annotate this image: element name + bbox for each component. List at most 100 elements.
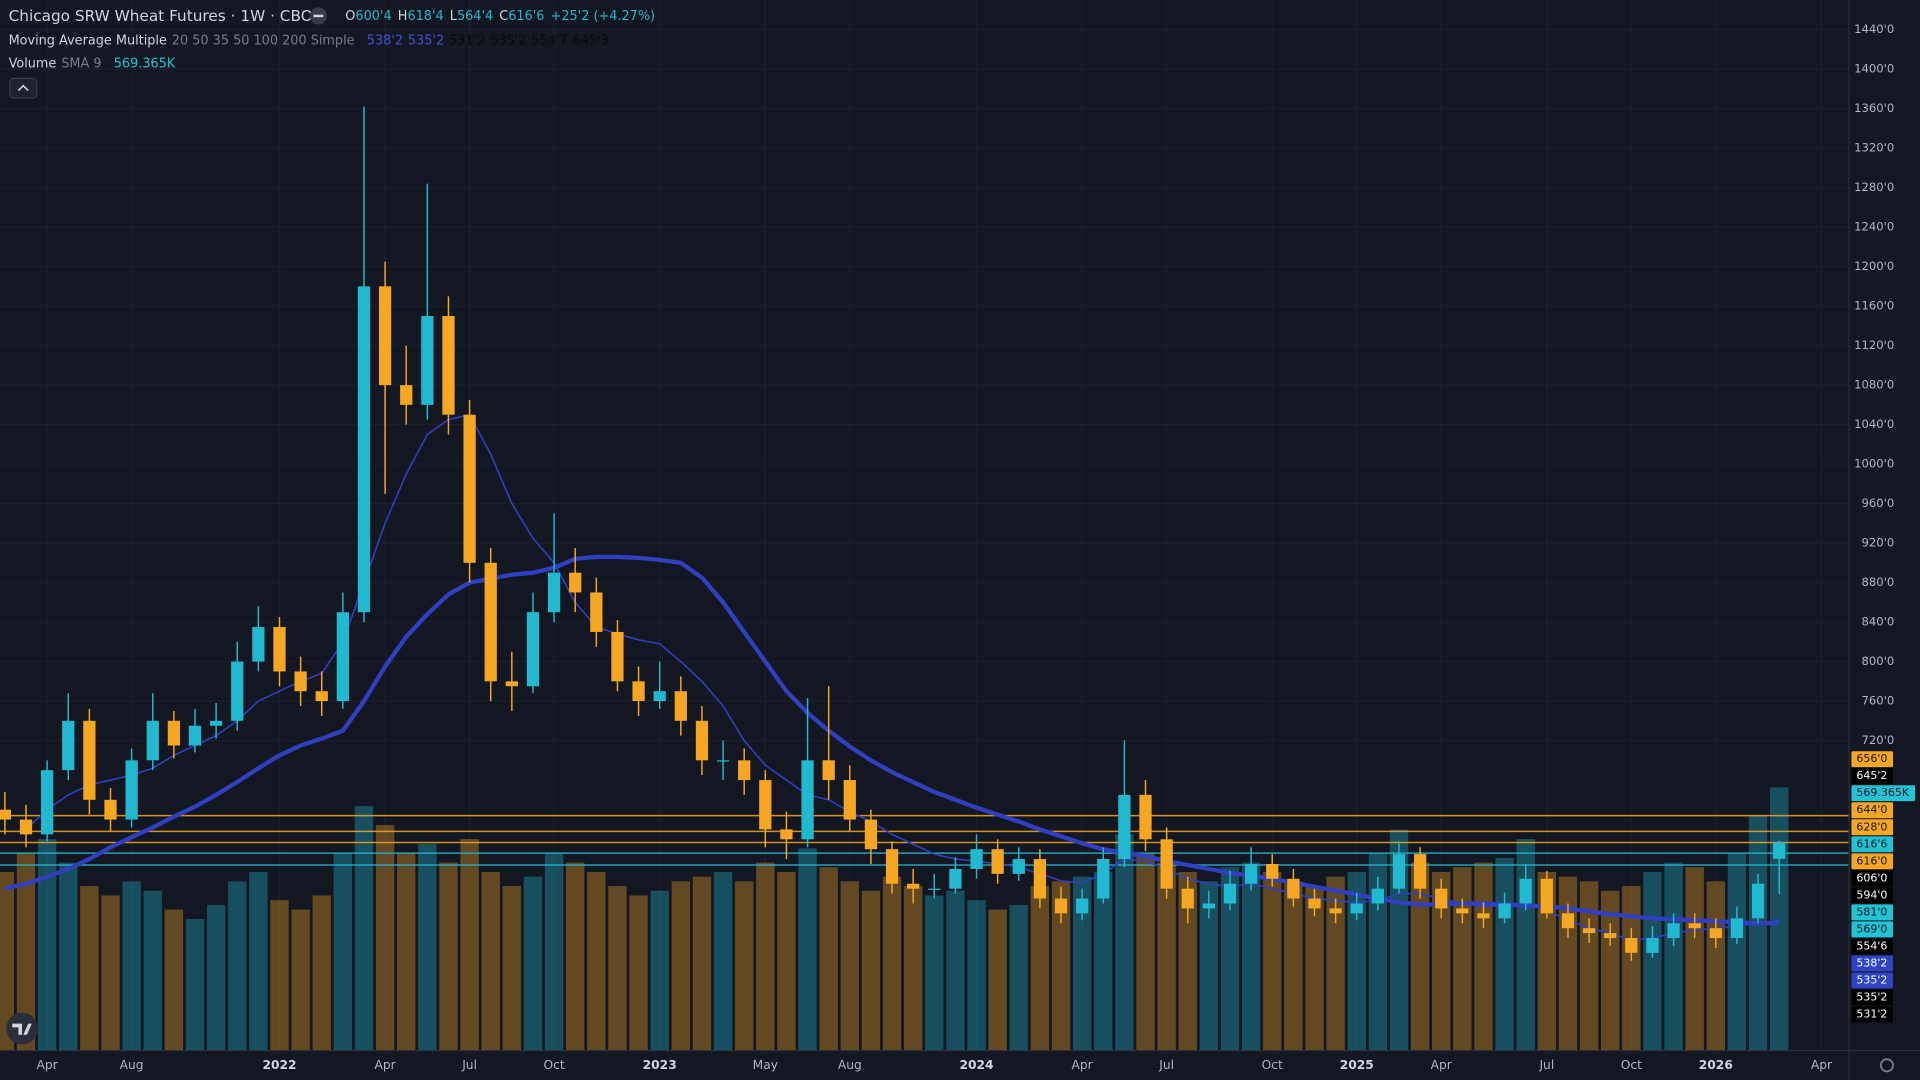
price-tag-label: 628'0	[1856, 820, 1887, 833]
candle-body	[1371, 888, 1384, 904]
candle-body	[1561, 913, 1575, 929]
price-tag	[1851, 938, 1894, 955]
candle-body	[1604, 933, 1617, 939]
ohlc-value: 564'4	[457, 8, 493, 23]
volume-bar	[1664, 862, 1683, 1051]
volume-bar	[1558, 876, 1578, 1051]
icon	[12, 1023, 32, 1035]
y-tick-label: 1440'0	[1854, 22, 1894, 36]
price-tag-label: 531'2	[1856, 1007, 1887, 1020]
x-tick-label: 2025	[1340, 1058, 1374, 1072]
volume-bar	[1157, 862, 1176, 1051]
x-tick-label: Jul	[1158, 1058, 1174, 1072]
ohlc-value: 616'6	[508, 8, 544, 23]
candle-body	[505, 681, 518, 687]
price-tag	[1851, 1006, 1894, 1023]
volume-bar	[481, 871, 500, 1051]
price-tag-label: 616'6	[1856, 837, 1887, 850]
candle-body	[0, 809, 12, 820]
y-tick-label: 1000'0	[1854, 457, 1894, 471]
candle-body	[1329, 908, 1342, 914]
price-tag	[1851, 836, 1894, 853]
candle-body	[1012, 859, 1025, 874]
candle-body	[611, 631, 624, 682]
volume-bar	[1284, 881, 1303, 1051]
x-tick-label: 2024	[959, 1058, 993, 1072]
volume-bar	[671, 881, 690, 1051]
volume-bar	[1051, 881, 1071, 1051]
volume-bar	[375, 824, 395, 1051]
volume-bar	[713, 871, 733, 1051]
ohlc-value: 600'4	[355, 8, 391, 23]
volume-bar	[777, 871, 796, 1051]
price-tag	[1851, 768, 1894, 785]
candle-body	[1646, 938, 1659, 953]
volume-bar	[164, 909, 184, 1051]
price-tag-label: 616'0	[1856, 854, 1887, 867]
volume-bar	[122, 881, 141, 1051]
volume-bar	[1685, 867, 1704, 1051]
indicator-value: 569.365K	[114, 56, 176, 71]
candle-body	[357, 286, 371, 613]
volume-bar	[0, 871, 15, 1051]
candle-body	[421, 315, 434, 405]
y-tick-label: 880'0	[1862, 575, 1895, 589]
x-tick-label: Apr	[1811, 1058, 1833, 1072]
volume-bar	[228, 881, 247, 1051]
volume-bar	[1622, 886, 1641, 1051]
price-tag	[1851, 921, 1894, 938]
candle-body	[41, 770, 54, 835]
indicator-value: 535'2	[408, 33, 444, 48]
volume-bar	[1453, 867, 1472, 1051]
ohlc-key: L	[450, 8, 458, 23]
y-tick-label: 720'0	[1862, 733, 1895, 747]
axes: 720'0 760'0 800'0 840'0 880'0 920'0 960'0 1000'…	[37, 22, 1895, 1072]
candle-body	[125, 760, 138, 820]
candle-body	[167, 720, 180, 746]
candle-body	[1245, 863, 1258, 884]
candle-body	[294, 671, 307, 692]
price-tag	[1851, 989, 1894, 1006]
x-tick-label: Oct	[544, 1058, 565, 1072]
candle-body	[547, 572, 561, 613]
candle-body	[1076, 898, 1089, 914]
x-tick-label: Oct	[1262, 1058, 1283, 1072]
volume-bar	[16, 853, 36, 1051]
candle-body	[1097, 859, 1110, 899]
volume-bar	[1009, 904, 1028, 1051]
volume-bar	[354, 806, 374, 1051]
price-tag	[1851, 972, 1894, 989]
volume-bar	[418, 843, 437, 1051]
settings-button[interactable]	[1879, 1058, 1894, 1073]
x-tick-label: Apr	[1072, 1058, 1094, 1072]
y-tick-label: 760'0	[1862, 694, 1895, 708]
price-tag	[1851, 904, 1894, 921]
x-tick-label: 2023	[643, 1058, 677, 1072]
candle-body	[1413, 854, 1427, 889]
y-tick-label: 1240'0	[1854, 220, 1894, 234]
y-tick-label: 1320'0	[1854, 141, 1894, 155]
volume-bar	[967, 900, 986, 1051]
candle-body	[400, 385, 413, 405]
volume-bar	[840, 881, 859, 1051]
volume-bar	[80, 886, 99, 1051]
y-tick-label: 1360'0	[1854, 101, 1894, 115]
price-tag	[1851, 955, 1894, 972]
volume-bar	[1537, 871, 1557, 1051]
volume-bar	[101, 895, 120, 1051]
y-tick-label: 920'0	[1862, 536, 1895, 550]
indicator-params: SMA 9	[61, 56, 101, 71]
candle-body	[1435, 888, 1448, 909]
price-tag-label: 594'0	[1856, 888, 1887, 901]
y-tick-label: 1280'0	[1854, 180, 1894, 194]
price-tag	[1851, 802, 1894, 819]
volume-bar	[756, 862, 775, 1051]
price-tag-label: 538'2	[1856, 956, 1887, 969]
indicator-params: 20 50 35 50 100 200 Simple	[172, 33, 355, 48]
candle-body	[1688, 923, 1701, 929]
collapse-button[interactable]	[9, 77, 38, 99]
volume-bar	[629, 895, 648, 1051]
x-tick-label: Oct	[1621, 1058, 1642, 1072]
candle-body	[801, 760, 814, 840]
volume-bar	[650, 890, 669, 1051]
